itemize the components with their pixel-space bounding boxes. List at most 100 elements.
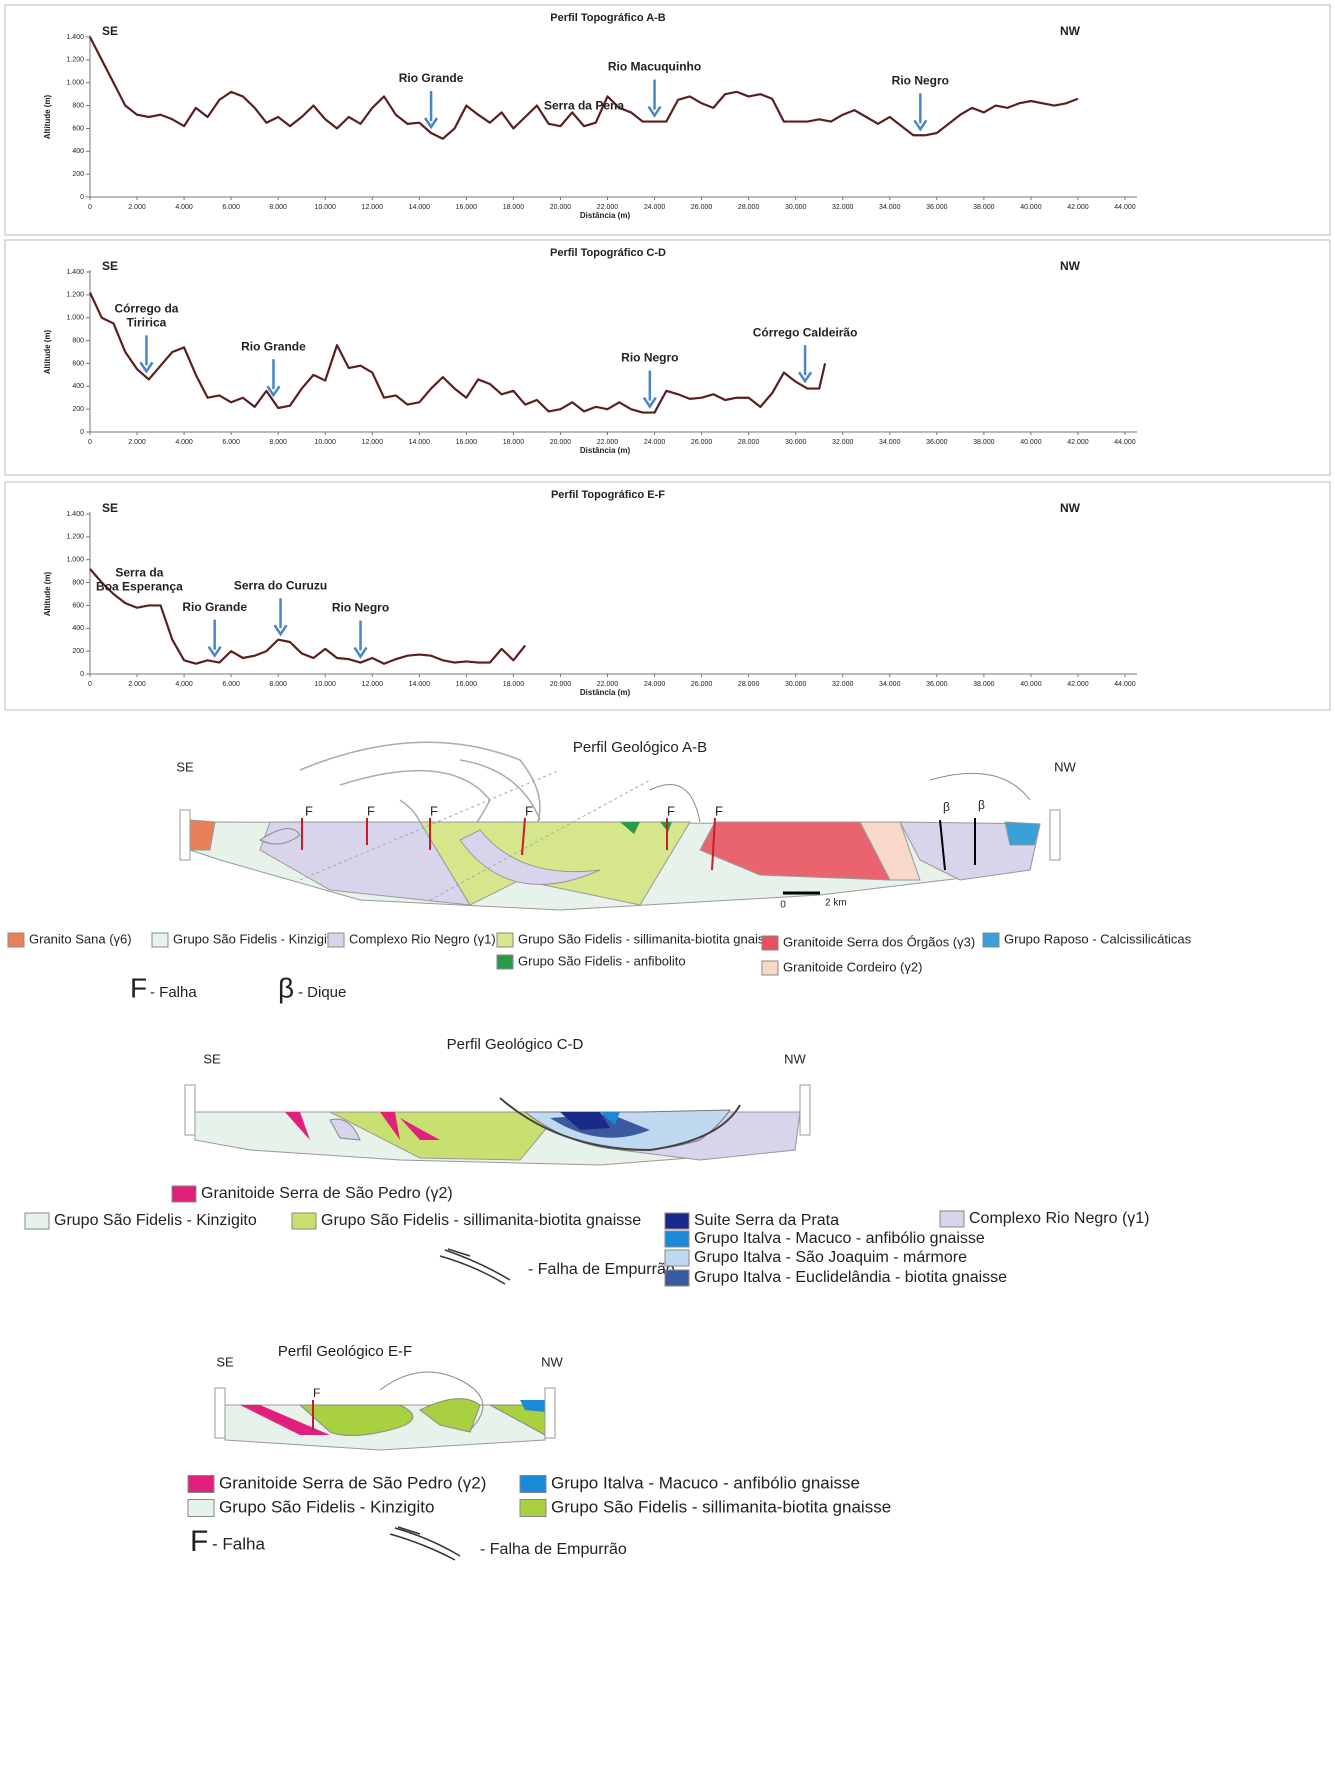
side-label: SE xyxy=(102,259,118,273)
x-tick-label: 12.000 xyxy=(362,204,384,211)
y-axis-label: Altitude (m) xyxy=(43,571,52,616)
mini-axis xyxy=(800,1085,810,1135)
thrust-symbol xyxy=(390,1527,460,1560)
side-label: NW xyxy=(1060,501,1081,515)
y-tick-label: 200 xyxy=(72,171,84,178)
section-title: Perfil Geológico A-B xyxy=(573,739,707,756)
x-tick-label: 32.000 xyxy=(832,681,854,688)
unit xyxy=(190,820,215,850)
x-tick-label: 0 xyxy=(88,204,92,211)
legend-label: Grupo São Fidelis - Kinzigito xyxy=(54,1212,257,1229)
legend-label: Grupo Italva - Euclidelândia - biotita g… xyxy=(694,1269,1007,1286)
legend-label: Grupo Italva - Macuco - anfibólio gnaiss… xyxy=(694,1230,985,1247)
x-axis-label: Distância (m) xyxy=(580,688,631,697)
x-tick-label: 20.000 xyxy=(550,681,572,688)
x-tick-label: 10.000 xyxy=(315,681,337,688)
mini-axis xyxy=(545,1388,555,1438)
x-tick-label: 28.000 xyxy=(738,681,760,688)
x-tick-label: 34.000 xyxy=(879,681,901,688)
y-tick-label: 1.400 xyxy=(66,269,84,276)
x-tick-label: 8.000 xyxy=(269,681,287,688)
y-tick-label: 400 xyxy=(72,148,84,155)
x-tick-label: 18.000 xyxy=(503,204,525,211)
key-label: - Dique xyxy=(298,984,346,1001)
legend-label: Grupo São Fidelis - anfibolito xyxy=(518,953,686,968)
y-tick-label: 0 xyxy=(80,429,84,436)
scale-label: 2 km xyxy=(825,898,847,909)
x-tick-label: 8.000 xyxy=(269,439,287,446)
y-tick-label: 400 xyxy=(72,383,84,390)
fault-symbol: F xyxy=(667,803,675,818)
x-tick-label: 26.000 xyxy=(691,204,713,211)
x-tick-label: 2.000 xyxy=(128,204,146,211)
side-label: SE xyxy=(203,1051,221,1066)
y-tick-label: 600 xyxy=(72,602,84,609)
x-tick-label: 28.000 xyxy=(738,204,760,211)
y-tick-label: 600 xyxy=(72,360,84,367)
annotation: Serra do Curuzu xyxy=(234,578,327,592)
x-tick-label: 16.000 xyxy=(456,204,478,211)
y-tick-label: 1.400 xyxy=(66,34,84,41)
y-tick-label: 0 xyxy=(80,194,84,201)
x-tick-label: 4.000 xyxy=(175,681,193,688)
x-tick-label: 22.000 xyxy=(597,439,619,446)
legend-swatch xyxy=(152,933,168,947)
section-ef: Perfil Geológico E-F SE NW F F - Falha -… xyxy=(190,1343,627,1560)
legend-swatch xyxy=(497,955,513,969)
side-label: SE xyxy=(176,759,194,774)
side-label: SE xyxy=(216,1354,234,1369)
x-tick-label: 42.000 xyxy=(1067,439,1089,446)
legend-label: Grupo São Fidelis - sillimanita-biotita … xyxy=(518,931,778,946)
x-tick-label: 38.000 xyxy=(973,204,995,211)
x-tick-label: 10.000 xyxy=(315,204,337,211)
x-tick-label: 32.000 xyxy=(832,439,854,446)
legend-label: Complexo Rio Negro (γ1) xyxy=(349,931,496,946)
legend-swatch xyxy=(497,933,513,947)
x-tick-label: 26.000 xyxy=(691,681,713,688)
annotation: Rio Macuquinho xyxy=(608,60,701,74)
profile-line xyxy=(90,293,825,413)
fault-symbol: F xyxy=(367,803,375,818)
y-tick-label: 200 xyxy=(72,648,84,655)
x-tick-label: 12.000 xyxy=(362,439,384,446)
x-tick-label: 22.000 xyxy=(597,681,619,688)
y-tick-label: 1.000 xyxy=(66,557,84,564)
annotation: Boa Esperança xyxy=(96,579,183,593)
key-symbol: β xyxy=(278,972,294,1003)
fold-trace xyxy=(650,773,1030,822)
annotation: Rio Grande xyxy=(182,600,247,614)
x-tick-label: 30.000 xyxy=(785,204,807,211)
legend-swatch xyxy=(665,1213,689,1229)
x-tick-label: 22.000 xyxy=(597,204,619,211)
x-tick-label: 30.000 xyxy=(785,439,807,446)
annotation: Córrego da xyxy=(114,302,178,316)
x-axis-label: Distância (m) xyxy=(580,211,631,220)
x-tick-label: 2.000 xyxy=(128,439,146,446)
legend-swatch xyxy=(665,1231,689,1247)
scale-label: 0 xyxy=(780,900,786,911)
legend-swatch xyxy=(292,1213,316,1229)
chart-frame xyxy=(5,482,1330,710)
side-label: NW xyxy=(1060,24,1081,38)
key-label: - Falha de Empurrão xyxy=(480,1541,627,1558)
x-tick-label: 6.000 xyxy=(222,439,240,446)
y-tick-label: 800 xyxy=(72,102,84,109)
x-tick-label: 34.000 xyxy=(879,439,901,446)
x-tick-label: 30.000 xyxy=(785,681,807,688)
legend-swatch xyxy=(983,933,999,947)
page: Perfil Geológico A-B SE NW F F F F F F xyxy=(0,0,1335,1766)
y-tick-label: 1.400 xyxy=(66,511,84,518)
legend-label: Granitoide Serra de São Pedro (γ2) xyxy=(219,1473,486,1492)
side-label: NW xyxy=(1054,759,1076,774)
x-tick-label: 42.000 xyxy=(1067,204,1089,211)
legend-swatch xyxy=(665,1270,689,1286)
annotation: Serra da xyxy=(115,565,163,579)
y-axis-label: Altitude (m) xyxy=(43,329,52,374)
unit xyxy=(1005,822,1040,845)
x-tick-label: 24.000 xyxy=(644,681,666,688)
x-tick-label: 0 xyxy=(88,681,92,688)
x-tick-label: 4.000 xyxy=(175,439,193,446)
x-tick-label: 4.000 xyxy=(175,204,193,211)
x-tick-label: 40.000 xyxy=(1020,681,1042,688)
x-tick-label: 14.000 xyxy=(409,439,431,446)
